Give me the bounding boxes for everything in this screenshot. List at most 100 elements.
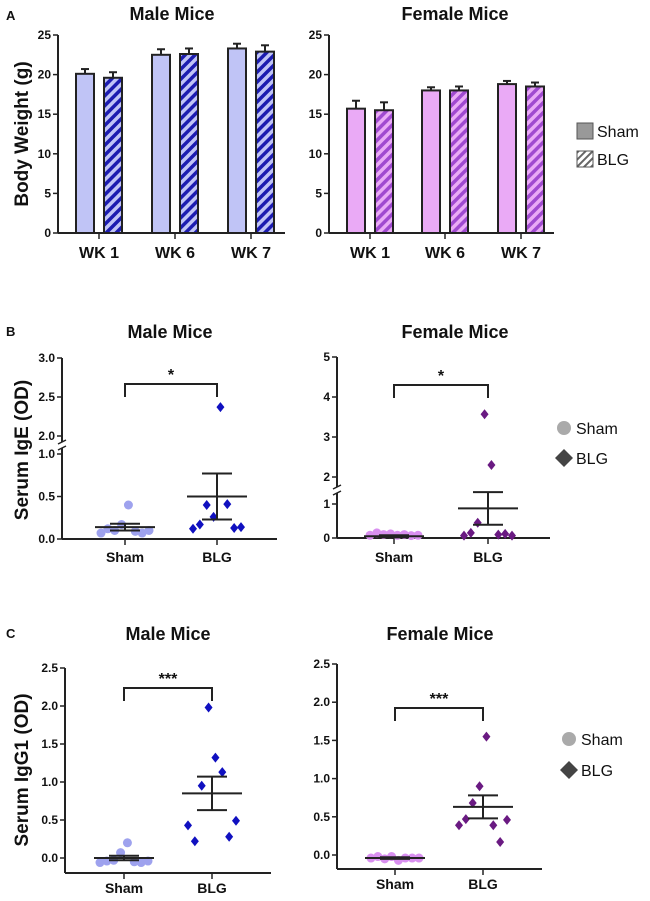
data-point-blg — [211, 752, 220, 763]
axis-break-mark — [332, 490, 342, 496]
chart-5: C Male Mice Serum IgG1 (OD) 0.0 0.5 1.0 1.5 2.0… — [6, 624, 271, 896]
legend-marker-blg — [560, 761, 578, 779]
data-point-blg — [468, 798, 477, 809]
data-point-blg — [461, 814, 470, 825]
legend-label: BLG — [597, 152, 629, 169]
panel-label: A — [6, 8, 16, 23]
significance-bracket — [393, 384, 489, 398]
y-tick-label: 2.5 — [38, 390, 55, 404]
data-point-blg — [225, 831, 234, 842]
data-point-sham — [95, 858, 105, 868]
data-point-blg — [195, 519, 204, 530]
y-tick-label: 2 — [323, 470, 330, 484]
chart-6: Female Mice 0.0 0.5 1.0 1.5 2.0 2.5 Sham BLG *** S… — [313, 624, 622, 892]
y-tick-label: 3 — [323, 430, 330, 444]
significance-bracket — [124, 383, 218, 397]
chart-4: Female Mice 0 1 2 3 4 5 Sham BLG * Sham BLG — [323, 322, 617, 565]
x-tick-label: BLG — [468, 876, 498, 892]
y-tick-label: 20 — [309, 68, 323, 82]
bar-sham-wk6 — [421, 89, 441, 234]
chart-2: Female Mice 0 5 10 15 20 25 WK 1 WK 6 WK 7 Sham BLG — [309, 4, 639, 262]
legend-swatch-sham — [576, 122, 594, 140]
legend-label: Sham — [581, 732, 623, 749]
significance-bracket — [394, 707, 484, 721]
legend-swatch-blg — [576, 150, 594, 168]
y-tick-label: 15 — [309, 107, 323, 121]
legend: Sham BLG — [576, 122, 639, 169]
data-point-blg — [473, 517, 482, 528]
data-point-blg — [202, 500, 211, 510]
x-tick-label: BLG — [202, 549, 232, 565]
data-point-sham — [96, 528, 106, 538]
chart-title: Female Mice — [401, 4, 508, 24]
legend-marker-sham — [562, 732, 576, 746]
x-tick-label: Sham — [375, 549, 413, 565]
y-tick-label: 10 — [309, 147, 323, 161]
legend-label: Sham — [597, 124, 639, 141]
y-tick-label: 0.0 — [313, 848, 330, 862]
x-tick-label: Sham — [376, 876, 414, 892]
x-tick-label: WK 7 — [501, 245, 541, 262]
legend: Sham BLG — [555, 421, 618, 468]
data-point-sham — [122, 838, 132, 848]
chart-1: A Male Mice Body Weight (g) 0 5 10 15 20 25 WK 1 W… — [6, 4, 285, 262]
chart-title: Female Mice — [386, 624, 493, 644]
y-tick-label: 3.0 — [38, 351, 55, 365]
chart-title: Male Mice — [127, 322, 212, 342]
data-point-blg — [494, 529, 503, 540]
y-tick-label: 5 — [315, 186, 322, 200]
y-tick-label: 20 — [38, 68, 52, 82]
y-tick-label: 5 — [44, 186, 51, 200]
data-point-blg — [482, 731, 491, 742]
data-point-sham — [413, 530, 423, 540]
data-point-blg — [223, 499, 232, 510]
data-point-blg — [503, 814, 511, 825]
significance-stars: * — [168, 367, 175, 384]
y-tick-label: 4 — [323, 390, 330, 404]
data-point-blg — [218, 767, 227, 778]
bar-blg-wk7 — [525, 85, 545, 235]
axis-break-mark — [57, 445, 67, 451]
y-tick-label: 0.5 — [38, 490, 55, 504]
bar-blg-wk6 — [179, 53, 199, 235]
legend-label: BLG — [581, 763, 613, 780]
data-point-blg — [508, 530, 516, 541]
y-tick-label: 0.5 — [41, 813, 58, 827]
data-point-blg — [204, 702, 213, 713]
legend-marker-blg — [555, 449, 573, 467]
y-tick-label: 15 — [38, 107, 52, 121]
data-point-blg — [216, 402, 225, 413]
y-axis-label: Serum IgE (OD) — [12, 380, 33, 520]
legend: Sham BLG — [560, 732, 623, 780]
y-tick-label: 2.0 — [313, 695, 330, 709]
y-tick-label: 0.0 — [41, 851, 58, 865]
data-point-blg — [489, 820, 498, 831]
chart-title: Male Mice — [129, 4, 214, 24]
bar-sham-wk1 — [75, 72, 95, 234]
y-tick-label: 0 — [315, 226, 322, 240]
data-point-blg — [189, 523, 197, 534]
x-tick-label: BLG — [473, 549, 503, 565]
bar-blg-wk1 — [103, 76, 123, 234]
data-point-blg — [190, 836, 199, 847]
y-tick-label: 10 — [38, 147, 52, 161]
data-point-sham — [365, 530, 375, 540]
bar-sham-wk1 — [346, 107, 366, 234]
data-point-blg — [466, 527, 475, 538]
y-tick-label: 0 — [323, 531, 330, 545]
x-tick-label: WK 1 — [79, 245, 119, 262]
data-point-blg — [232, 815, 240, 826]
x-tick-label: WK 6 — [155, 245, 195, 262]
legend-label: BLG — [576, 451, 608, 468]
y-tick-label: 0.0 — [38, 532, 55, 546]
x-tick-label: WK 6 — [425, 245, 465, 262]
panel-label: B — [6, 324, 15, 339]
data-point-blg — [501, 528, 510, 539]
y-tick-label: 5 — [323, 350, 330, 364]
chart-title: Female Mice — [401, 322, 508, 342]
x-tick-label: Sham — [106, 549, 144, 565]
bar-blg-wk1 — [374, 109, 394, 234]
legend-marker-sham — [557, 421, 571, 435]
